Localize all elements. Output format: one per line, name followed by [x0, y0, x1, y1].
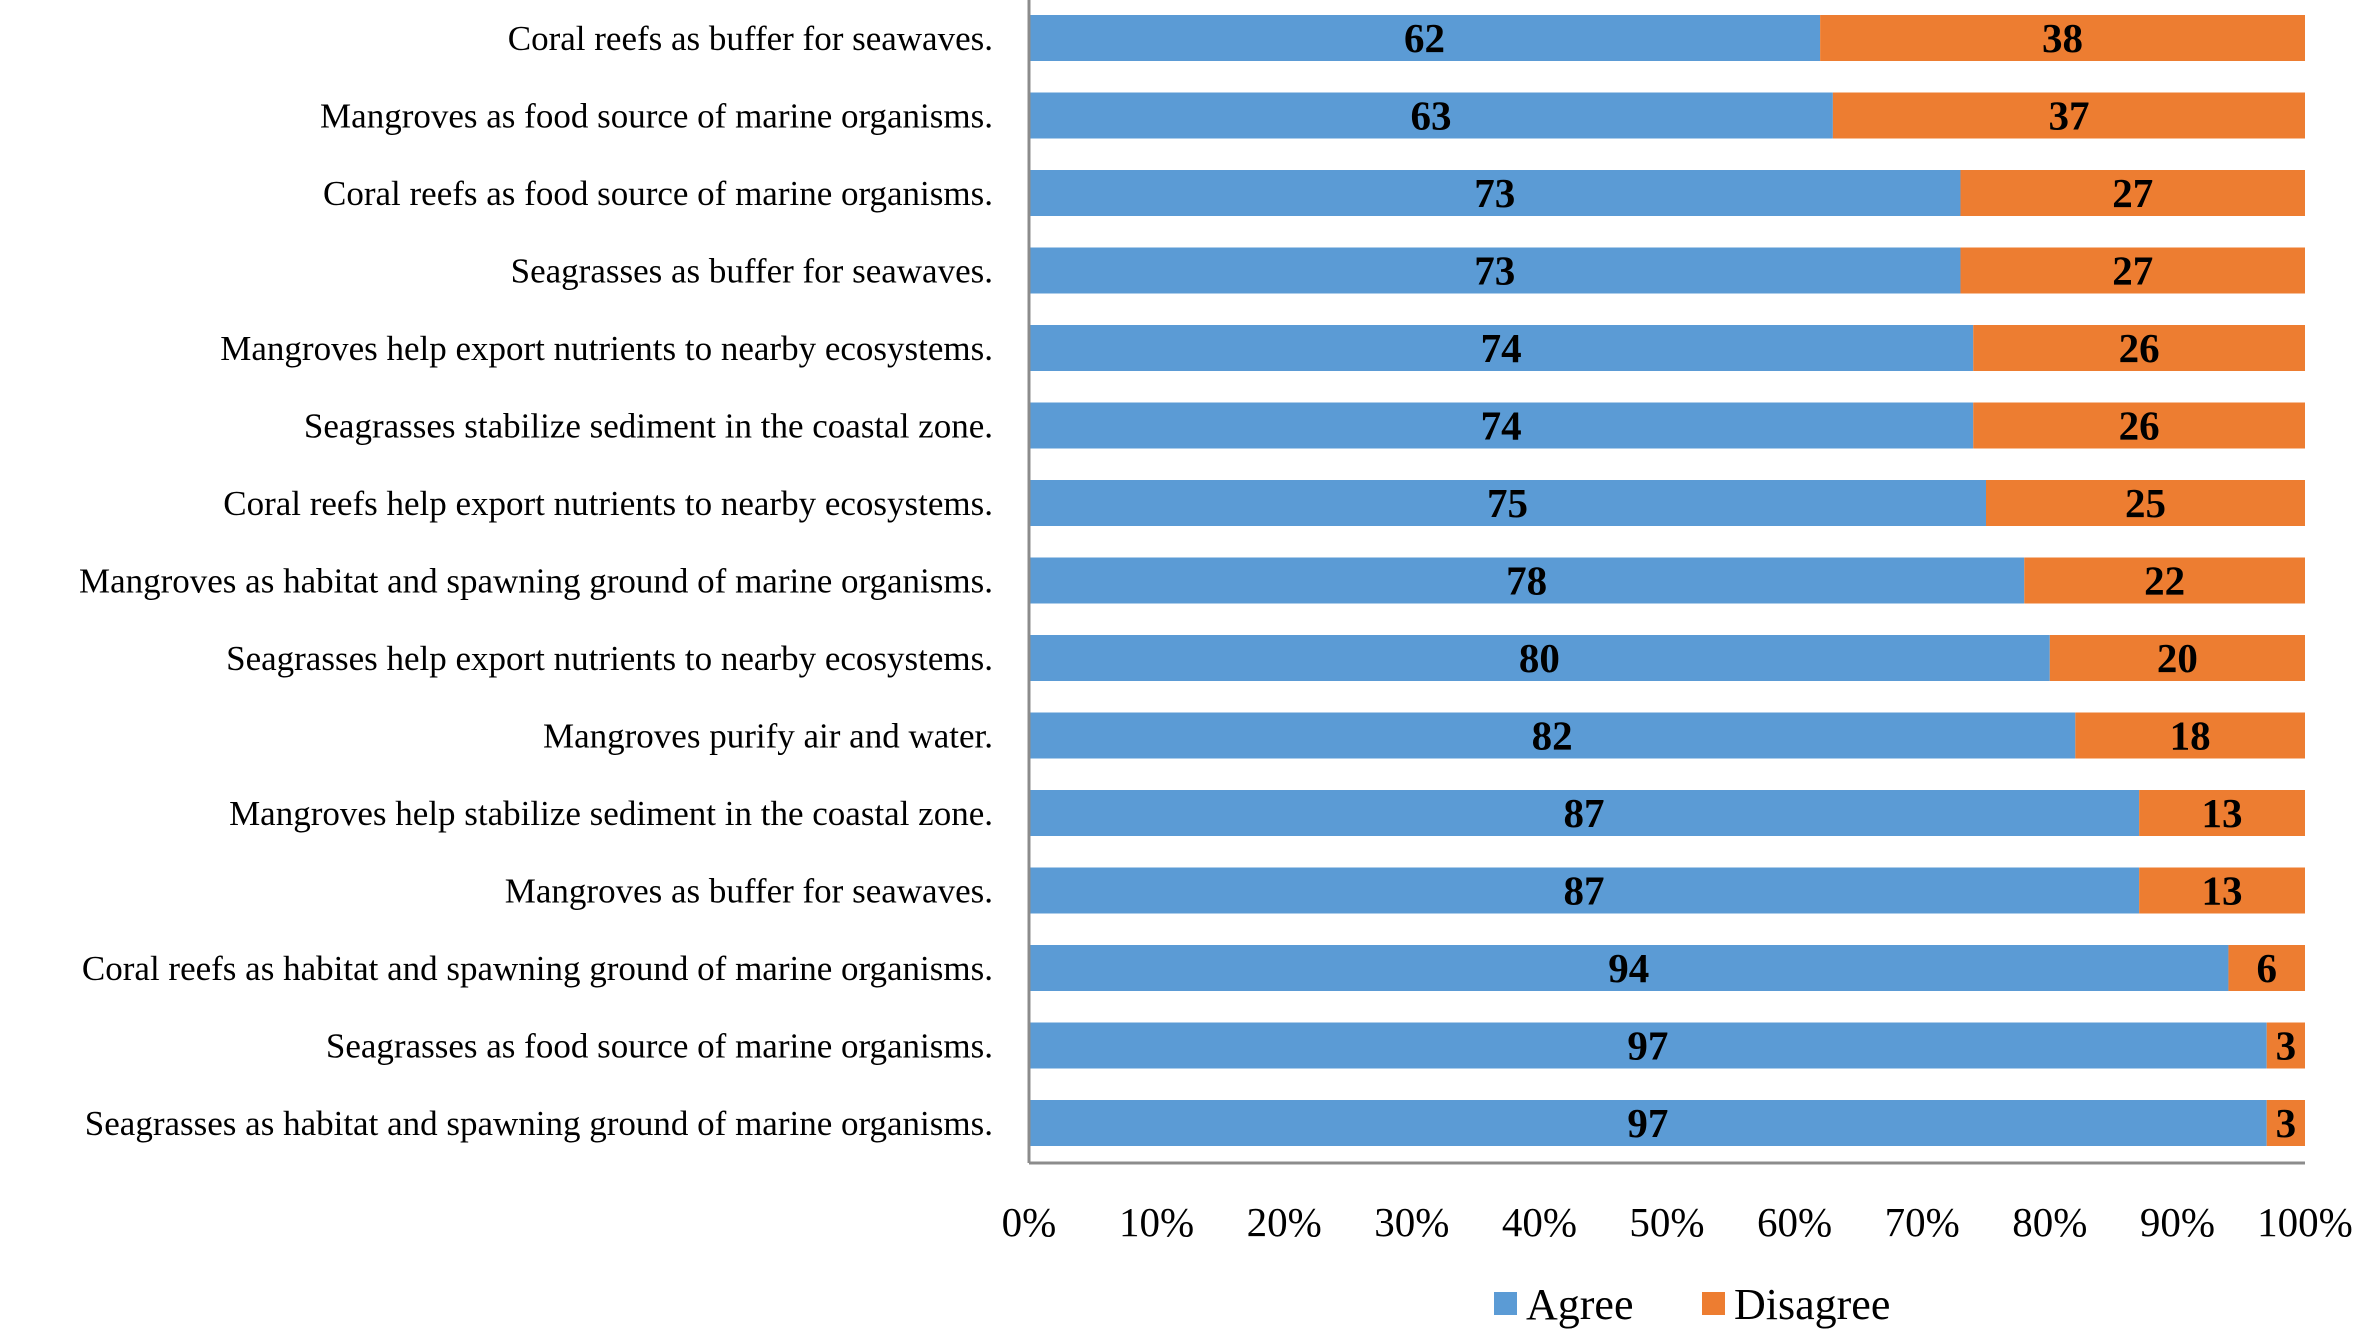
data-label-agree: 73 — [1474, 170, 1515, 216]
bar-disagree — [1960, 247, 2305, 294]
bar-agree — [1029, 15, 1821, 61]
data-label-disagree: 13 — [2202, 868, 2243, 914]
legend: Agree Disagree — [1494, 1280, 1890, 1329]
bar-disagree — [2266, 1100, 2305, 1146]
category-label: Coral reefs help export nutrients to nea… — [223, 484, 993, 523]
bar-disagree — [2075, 712, 2305, 759]
bar-agree — [1029, 402, 1974, 449]
legend-label-disagree: Disagree — [1734, 1280, 1890, 1329]
data-label-agree: 74 — [1481, 325, 1522, 371]
data-label-agree: 82 — [1532, 713, 1573, 759]
category-label: Mangroves as habitat and spawning ground… — [79, 562, 993, 601]
x-tick-label: 70% — [1885, 1199, 1960, 1245]
data-label-disagree: 26 — [2119, 325, 2160, 371]
bar-disagree — [1960, 170, 2305, 216]
data-label-agree: 97 — [1627, 1100, 1668, 1146]
data-label-disagree: 25 — [2125, 480, 2166, 526]
x-tick-label: 20% — [1247, 1199, 1322, 1245]
x-tick-label: 60% — [1757, 1199, 1832, 1245]
data-label-agree: 94 — [1608, 945, 1649, 991]
bar-agree — [1029, 92, 1833, 139]
bar-disagree — [2049, 635, 2305, 681]
category-label: Seagrasses help export nutrients to near… — [226, 639, 993, 678]
data-label-agree: 75 — [1487, 480, 1528, 526]
x-tick-label: 40% — [1502, 1199, 1577, 1245]
category-label: Coral reefs as habitat and spawning grou… — [82, 949, 993, 988]
data-label-disagree: 6 — [2256, 945, 2277, 991]
bar-disagree — [1973, 325, 2305, 371]
data-label-agree: 63 — [1410, 93, 1451, 139]
bar-agree — [1029, 867, 2140, 914]
x-tick-label: 0% — [1002, 1199, 1057, 1245]
bar-agree — [1029, 1100, 2267, 1146]
data-label-disagree: 20 — [2157, 635, 2198, 681]
data-label-disagree: 22 — [2144, 558, 2185, 604]
legend-swatch-agree — [1494, 1292, 1517, 1315]
x-tick-labels-group: 0% 10% 20% 30% 40% 50% 60% 70% 80% 90% 100% — [1002, 1199, 2353, 1245]
x-tick-label: 80% — [2012, 1199, 2087, 1245]
category-label: Seagrasses as buffer for seawaves. — [511, 252, 993, 291]
bar-disagree — [1820, 15, 2305, 61]
bar-disagree — [1973, 402, 2305, 449]
x-tick-label: 30% — [1374, 1199, 1449, 1245]
data-label-agree: 78 — [1506, 558, 1547, 604]
bar-agree — [1029, 712, 2076, 759]
data-label-agree: 73 — [1474, 248, 1515, 294]
category-label: Coral reefs as food source of marine org… — [323, 174, 993, 213]
bar-agree — [1029, 1022, 2267, 1069]
data-label-disagree: 26 — [2119, 403, 2160, 449]
data-label-disagree: 18 — [2170, 713, 2211, 759]
data-label-disagree: 3 — [2276, 1023, 2297, 1069]
bar-agree — [1029, 635, 2050, 681]
bar-agree — [1029, 325, 1974, 371]
category-label: Mangroves purify air and water. — [543, 717, 993, 756]
bar-disagree — [2228, 945, 2305, 991]
bar-agree — [1029, 790, 2140, 836]
legend-label-agree: Agree — [1526, 1280, 1634, 1329]
legend-swatch-disagree — [1702, 1292, 1725, 1315]
x-tick-label: 50% — [1629, 1199, 1704, 1245]
data-label-disagree: 27 — [2112, 248, 2153, 294]
category-label: Mangroves help export nutrients to nearb… — [220, 329, 993, 368]
data-label-agree: 62 — [1404, 15, 1445, 61]
bar-agree — [1029, 480, 1986, 526]
bar-disagree — [1986, 480, 2305, 526]
data-label-disagree: 27 — [2112, 170, 2153, 216]
data-label-agree: 87 — [1564, 790, 1605, 836]
category-label: Seagrasses as food source of marine orga… — [326, 1027, 993, 1066]
bar-agree — [1029, 170, 1961, 216]
x-tick-label: 10% — [1119, 1199, 1194, 1245]
data-label-agree: 87 — [1564, 868, 1605, 914]
data-label-agree: 74 — [1481, 403, 1522, 449]
bar-disagree — [2139, 790, 2305, 836]
data-label-disagree: 38 — [2042, 15, 2083, 61]
category-label: Seagrasses as habitat and spawning groun… — [85, 1104, 993, 1143]
bar-disagree — [2139, 867, 2305, 914]
category-label: Mangroves help stabilize sediment in the… — [229, 794, 993, 833]
data-label-disagree: 37 — [2048, 93, 2089, 139]
bar-disagree — [2024, 557, 2305, 604]
x-tick-label: 90% — [2140, 1199, 2215, 1245]
bar-disagree — [1832, 92, 2305, 139]
category-label: Seagrasses stabilize sediment in the coa… — [304, 407, 993, 446]
x-tick-label: 100% — [2257, 1199, 2353, 1245]
data-label-agree: 97 — [1627, 1023, 1668, 1069]
bar-agree — [1029, 945, 2229, 991]
category-labels-group: Coral reefs as buffer for seawaves. Mangr… — [79, 19, 993, 1143]
category-label: Mangroves as buffer for seawaves. — [505, 872, 993, 911]
bar-agree — [1029, 247, 1961, 294]
category-label: Mangroves as food source of marine organ… — [320, 97, 993, 136]
bar-agree — [1029, 557, 2025, 604]
bars-group — [1029, 15, 2305, 1146]
data-label-disagree: 13 — [2202, 790, 2243, 836]
category-label: Coral reefs as buffer for seawaves. — [508, 19, 993, 58]
bar-disagree — [2266, 1022, 2305, 1069]
data-label-disagree: 3 — [2276, 1100, 2297, 1146]
data-label-agree: 80 — [1519, 635, 1560, 681]
